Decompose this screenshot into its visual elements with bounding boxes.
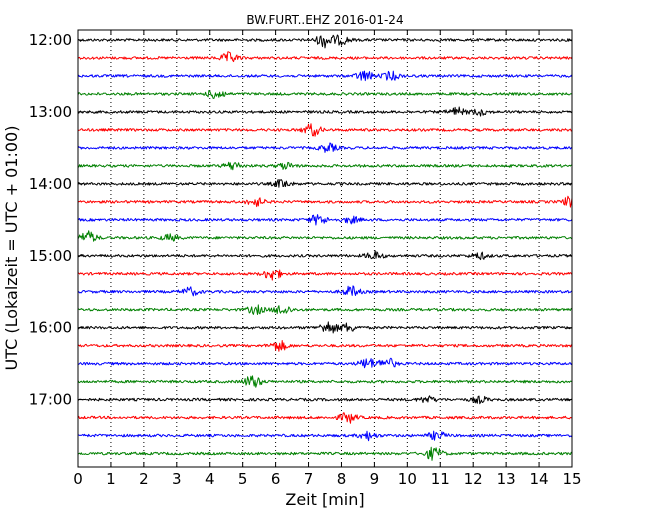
chart-title: BW.FURT..EHZ 2016-01-24 <box>246 13 403 27</box>
trace-1245 <box>77 90 573 99</box>
trace-1300 <box>77 106 573 117</box>
y-tick-label: 16:00 <box>29 319 72 337</box>
trace-1230 <box>77 70 573 82</box>
trace-1700 <box>77 395 572 405</box>
trace-1330 <box>77 142 573 153</box>
trace-1415 <box>77 195 573 208</box>
x-tick-label: 4 <box>205 470 215 488</box>
trace-1615 <box>77 340 573 352</box>
y-tick-label: 17:00 <box>29 391 72 409</box>
x-tick-label: 7 <box>304 470 314 488</box>
x-tick-label: 3 <box>172 470 182 488</box>
trace-1545 <box>77 304 573 315</box>
trace-1530 <box>77 285 573 297</box>
trace-1445 <box>77 230 573 242</box>
trace-1730 <box>77 430 573 442</box>
x-tick-labels: 0 1 2 3 4 5 6 7 8 9 10 11 12 13 14 15 <box>73 470 581 488</box>
x-tick-label: 8 <box>337 470 347 488</box>
x-tick-label: 14 <box>530 470 549 488</box>
grid-lines <box>110 30 540 467</box>
trace-1400 <box>77 179 573 188</box>
axis-ticks <box>77 30 573 467</box>
y-tick-labels: 12:00 13:00 14:00 15:00 16:00 17:00 <box>29 31 72 409</box>
trace-1645 <box>77 375 573 388</box>
trace-1200 <box>77 34 573 49</box>
y-tick-label: 12:00 <box>29 31 72 49</box>
trace-1745 <box>77 446 573 461</box>
x-tick-label: 6 <box>271 470 281 488</box>
x-tick-label: 15 <box>562 470 581 488</box>
x-tick-label: 1 <box>106 470 116 488</box>
x-tick-label: 10 <box>398 470 417 488</box>
trace-1315 <box>77 123 573 137</box>
x-tick-label: 2 <box>139 470 149 488</box>
trace-1500 <box>77 250 573 261</box>
y-tick-label: 14:00 <box>29 175 72 193</box>
trace-1715 <box>77 412 573 424</box>
x-tick-label: 13 <box>497 470 516 488</box>
x-tick-label: 0 <box>73 470 83 488</box>
trace-1430 <box>77 214 573 226</box>
trace-1215 <box>77 51 573 63</box>
x-tick-label: 11 <box>431 470 450 488</box>
trace-1345 <box>77 161 573 171</box>
trace-1600 <box>77 321 573 334</box>
trace-1515 <box>77 269 573 281</box>
x-tick-label: 12 <box>464 470 483 488</box>
x-tick-label: 9 <box>370 470 380 488</box>
x-axis-label: Zeit [min] <box>285 490 364 509</box>
plot-frame <box>77 29 573 468</box>
y-tick-label: 15:00 <box>29 247 72 265</box>
x-tick-label: 5 <box>238 470 248 488</box>
y-tick-label: 13:00 <box>29 103 72 121</box>
y-axis-label: UTC (Lokalzeit = UTC + 01:00) <box>2 126 21 371</box>
trace-1630 <box>77 357 573 369</box>
trace-group <box>77 34 573 461</box>
